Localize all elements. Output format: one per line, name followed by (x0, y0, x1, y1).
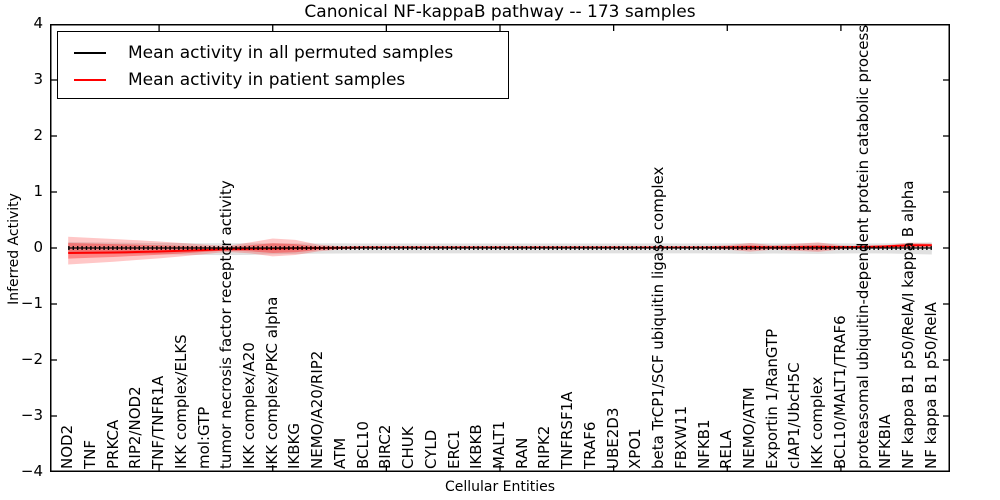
y-tick-label: −4 (20, 462, 43, 480)
y-tick-label: 0 (33, 238, 43, 256)
plot-area (50, 24, 950, 472)
legend-label: Mean activity in all permuted samples (128, 42, 454, 63)
x-tick-label: Exportin 1/RanGTP (762, 328, 781, 469)
x-tick-label: TNF/TNFR1A (149, 375, 168, 469)
x-tick-label: TNF (80, 439, 99, 469)
x-tick-label: IKK complex/PKC alpha (262, 296, 281, 469)
y-tick-label: −1 (20, 294, 43, 312)
x-tick-label: UBE2D3 (603, 407, 622, 469)
x-tick-label: NOD2 (58, 424, 77, 469)
x-tick-label: ERC1 (444, 429, 463, 469)
y-tick-label: −3 (20, 406, 43, 424)
legend-label: Mean activity in patient samples (128, 69, 406, 90)
legend-item-permuted: Mean activity in all permuted samples (74, 39, 508, 66)
x-tick-label: CYLD (421, 429, 440, 469)
x-tick-label: RELA (717, 430, 736, 469)
x-tick-label: BCL10/MALT1/TRAF6 (830, 315, 849, 469)
x-tick-label: NEMO/A20/RIP2 (308, 350, 327, 469)
x-tick-label: MALT1 (490, 420, 508, 469)
x-tick-label: RIPK2 (535, 425, 554, 469)
x-tick-label: beta TrCP1/SCF ubiquitin ligase complex (649, 166, 668, 469)
x-tick-label: IKBKG (285, 422, 304, 469)
x-tick-label: tumor necrosis factor receptor activity (217, 180, 236, 469)
band-patient-samples-range-outer (68, 236, 932, 265)
x-tick-label: NFKB1 (694, 419, 713, 469)
x-tick-label: BIRC2 (376, 424, 395, 469)
y-tick-label: 1 (33, 182, 43, 200)
x-tick-label: NEMO/ATM (740, 387, 758, 469)
x-tick-label: NFKBIA (876, 414, 895, 469)
y-tick-label: 3 (33, 70, 43, 88)
y-tick-label: −2 (20, 350, 43, 368)
y-tick-label: 2 (33, 126, 43, 144)
x-tick-label: CHUK (399, 426, 418, 469)
x-tick-label: IKK complex/ELKS (171, 334, 190, 469)
x-tick-label: XPO1 (626, 428, 645, 469)
legend-item-patient: Mean activity in patient samples (74, 66, 508, 93)
x-tick-label: proteasomal ubiquitin-dependent protein … (853, 24, 872, 469)
chart-title: Canonical NF-kappaB pathway -- 173 sampl… (304, 2, 696, 22)
patient-line-swatch-icon (74, 78, 106, 81)
x-tick-label: FBXW11 (671, 405, 690, 469)
x-tick-label: mol:GTP (194, 406, 213, 469)
x-tick-label: TNFRSF1A (558, 391, 577, 469)
x-tick-label: cIAP1/UbcH5C (785, 362, 804, 469)
x-tick-label: IKBKB (467, 424, 486, 469)
x-tick-label: PRKCA (103, 419, 122, 469)
y-tick-label: 4 (33, 14, 43, 32)
x-tick-label: BCL10 (353, 421, 372, 469)
x-axis-label: Cellular Entities (444, 479, 556, 495)
x-tick-label: NF kappa B1 p50/RelA/I kappa B alpha (899, 180, 918, 469)
x-tick-label: RAN (512, 437, 531, 469)
x-tick-label: NF kappa B1 p50/RelA (921, 302, 940, 469)
x-tick-label: TRAF6 (580, 421, 599, 469)
x-tick-label: ATM (330, 437, 349, 469)
x-tick-label: IKK complex/A20 (240, 342, 258, 469)
x-tick-label: RIP2/NOD2 (126, 386, 145, 469)
legend: Mean activity in all permuted samples Me… (57, 31, 509, 99)
permuted-line-swatch-icon (74, 51, 106, 54)
x-tick-label: IKK complex (808, 376, 827, 469)
